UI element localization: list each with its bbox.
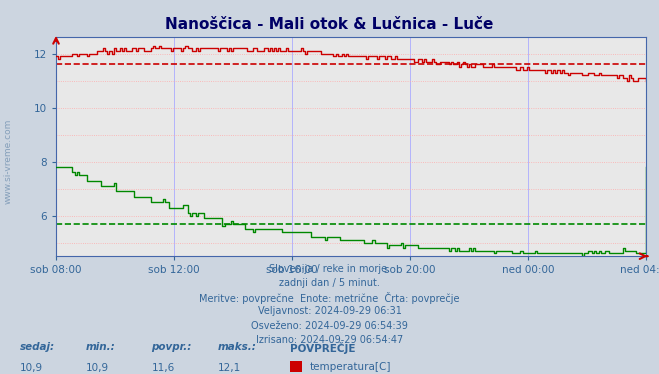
Text: Izrisano: 2024-09-29 06:54:47: Izrisano: 2024-09-29 06:54:47 — [256, 335, 403, 345]
Text: min.:: min.: — [86, 342, 115, 352]
Text: www.si-vreme.com: www.si-vreme.com — [4, 118, 13, 203]
Text: 10,9: 10,9 — [20, 363, 43, 373]
Text: Slovenija / reke in morje.: Slovenija / reke in morje. — [269, 264, 390, 274]
Text: maks.:: maks.: — [217, 342, 256, 352]
Text: 10,9: 10,9 — [86, 363, 109, 373]
Text: 11,6: 11,6 — [152, 363, 175, 373]
Text: povpr.:: povpr.: — [152, 342, 192, 352]
Text: Osveženo: 2024-09-29 06:54:39: Osveženo: 2024-09-29 06:54:39 — [251, 321, 408, 331]
Text: zadnji dan / 5 minut.: zadnji dan / 5 minut. — [279, 278, 380, 288]
Text: Veljavnost: 2024-09-29 06:31: Veljavnost: 2024-09-29 06:31 — [258, 306, 401, 316]
Text: temperatura[C]: temperatura[C] — [310, 362, 391, 371]
Text: 12,1: 12,1 — [217, 363, 241, 373]
Text: Nanoščica - Mali otok & Lučnica - Luče: Nanoščica - Mali otok & Lučnica - Luče — [165, 17, 494, 32]
Text: POVPREČJE: POVPREČJE — [290, 342, 355, 354]
Text: sedaj:: sedaj: — [20, 342, 55, 352]
Text: Meritve: povprečne  Enote: metrične  Črta: povprečje: Meritve: povprečne Enote: metrične Črta:… — [199, 292, 460, 304]
